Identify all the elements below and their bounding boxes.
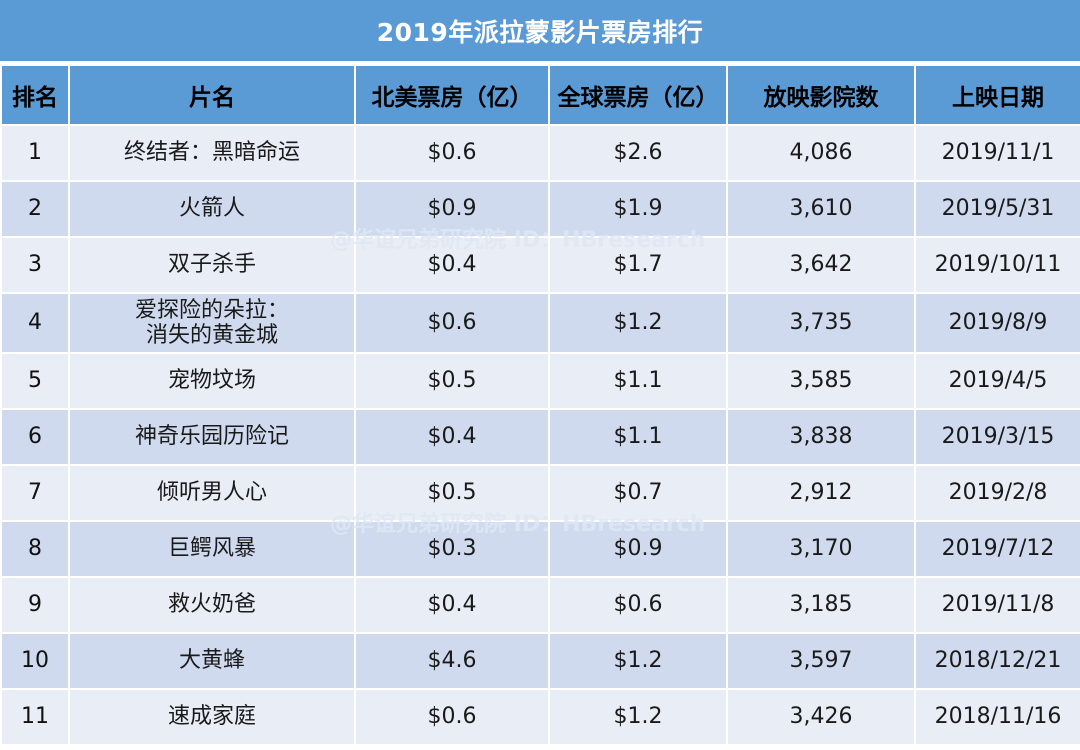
table-row: 7 倾听男人心 $0.5 $0.7 2,912 2019/2/8 xyxy=(0,464,1080,522)
theaters-cell: 3,585 xyxy=(726,352,916,410)
release-date-cell: 2019/7/12 xyxy=(914,520,1080,578)
na-gross-cell: $0.6 xyxy=(354,688,550,746)
theaters-cell: 3,185 xyxy=(726,576,916,634)
table-row: 1 终结者：黑暗命运 $0.6 $2.6 4,086 2019/11/1 xyxy=(0,124,1080,182)
na-gross-cell: $0.4 xyxy=(354,236,550,294)
title-cell: 神奇乐园历险记 xyxy=(68,408,356,466)
release-date-cell: 2019/2/8 xyxy=(914,464,1080,522)
na-gross-cell: $0.4 xyxy=(354,576,550,634)
rank-cell: 4 xyxy=(0,292,70,354)
global-gross-cell: $0.6 xyxy=(548,576,728,634)
title-cell: 爱探险的朵拉： 消失的黄金城 xyxy=(68,292,356,354)
table-row: 8 巨鳄风暴 $0.3 $0.9 3,170 2019/7/12 xyxy=(0,520,1080,578)
table-row: 2 火箭人 $0.9 $1.9 3,610 2019/5/31 xyxy=(0,180,1080,238)
rank-cell: 5 xyxy=(0,352,70,410)
global-gross-cell: $2.6 xyxy=(548,124,728,182)
global-gross-cell: $1.7 xyxy=(548,236,728,294)
rank-cell: 7 xyxy=(0,464,70,522)
theaters-cell: 2,912 xyxy=(726,464,916,522)
global-gross-cell: $1.2 xyxy=(548,688,728,746)
rank-cell: 11 xyxy=(0,688,70,746)
na-gross-cell: $0.5 xyxy=(354,352,550,410)
title-cell: 火箭人 xyxy=(68,180,356,238)
title-line-2: 消失的黄金城 xyxy=(145,323,278,348)
title-cell: 终结者：黑暗命运 xyxy=(68,124,356,182)
column-header-na-gross: 北美票房（亿） xyxy=(354,64,550,126)
global-gross-cell: $1.1 xyxy=(548,352,728,410)
release-date-cell: 2019/4/5 xyxy=(914,352,1080,410)
title-cell: 倾听男人心 xyxy=(68,464,356,522)
na-gross-cell: $0.6 xyxy=(354,292,550,354)
release-date-cell: 2019/11/8 xyxy=(914,576,1080,634)
rank-cell: 8 xyxy=(0,520,70,578)
release-date-cell: 2019/10/11 xyxy=(914,236,1080,294)
theaters-cell: 3,838 xyxy=(726,408,916,466)
rank-cell: 9 xyxy=(0,576,70,634)
global-gross-cell: $1.1 xyxy=(548,408,728,466)
box-office-table: 排名 片名 北美票房（亿） 全球票房（亿） 放映影院数 上映日期 1 终结者：黑… xyxy=(0,64,1080,746)
na-gross-cell: $0.4 xyxy=(354,408,550,466)
release-date-cell: 2019/3/15 xyxy=(914,408,1080,466)
theaters-cell: 3,170 xyxy=(726,520,916,578)
rank-cell: 1 xyxy=(0,124,70,182)
theaters-cell: 3,426 xyxy=(726,688,916,746)
column-header-title: 片名 xyxy=(68,64,356,126)
theaters-cell: 3,610 xyxy=(726,180,916,238)
table-row: 4 爱探险的朵拉： 消失的黄金城 $0.6 $1.2 3,735 2019/8/… xyxy=(0,292,1080,354)
release-date-cell: 2019/11/1 xyxy=(914,124,1080,182)
table-row: 11 速成家庭 $0.6 $1.2 3,426 2018/11/16 xyxy=(0,688,1080,746)
column-header-theaters: 放映影院数 xyxy=(726,64,916,126)
global-gross-cell: $1.9 xyxy=(548,180,728,238)
rank-cell: 3 xyxy=(0,236,70,294)
title-cell: 巨鳄风暴 xyxy=(68,520,356,578)
title-cell: 宠物坟场 xyxy=(68,352,356,410)
table-row: 5 宠物坟场 $0.5 $1.1 3,585 2019/4/5 xyxy=(0,352,1080,410)
title-cell: 大黄蜂 xyxy=(68,632,356,690)
na-gross-cell: $4.6 xyxy=(354,632,550,690)
global-gross-cell: $1.2 xyxy=(548,632,728,690)
na-gross-cell: $0.5 xyxy=(354,464,550,522)
na-gross-cell: $0.9 xyxy=(354,180,550,238)
rank-cell: 10 xyxy=(0,632,70,690)
title-cell: 双子杀手 xyxy=(68,236,356,294)
table-header-row: 排名 片名 北美票房（亿） 全球票房（亿） 放映影院数 上映日期 xyxy=(0,64,1080,126)
table-row: 10 大黄蜂 $4.6 $1.2 3,597 2018/12/21 xyxy=(0,632,1080,690)
rank-cell: 6 xyxy=(0,408,70,466)
release-date-cell: 2018/12/21 xyxy=(914,632,1080,690)
release-date-cell: 2019/5/31 xyxy=(914,180,1080,238)
column-header-global-gross: 全球票房（亿） xyxy=(548,64,728,126)
rank-cell: 2 xyxy=(0,180,70,238)
global-gross-cell: $0.7 xyxy=(548,464,728,522)
global-gross-cell: $0.9 xyxy=(548,520,728,578)
title-cell: 救火奶爸 xyxy=(68,576,356,634)
table-title: 2019年派拉蒙影片票房排行 xyxy=(0,0,1080,64)
theaters-cell: 3,642 xyxy=(726,236,916,294)
column-header-release-date: 上映日期 xyxy=(914,64,1080,126)
theaters-cell: 4,086 xyxy=(726,124,916,182)
release-date-cell: 2018/11/16 xyxy=(914,688,1080,746)
na-gross-cell: $0.6 xyxy=(354,124,550,182)
global-gross-cell: $1.2 xyxy=(548,292,728,354)
title-cell: 速成家庭 xyxy=(68,688,356,746)
na-gross-cell: $0.3 xyxy=(354,520,550,578)
table-row: 3 双子杀手 $0.4 $1.7 3,642 2019/10/11 xyxy=(0,236,1080,294)
theaters-cell: 3,597 xyxy=(726,632,916,690)
table-row: 6 神奇乐园历险记 $0.4 $1.1 3,838 2019/3/15 xyxy=(0,408,1080,466)
title-line-1: 爱探险的朵拉： xyxy=(134,297,289,323)
table-row: 9 救火奶爸 $0.4 $0.6 3,185 2019/11/8 xyxy=(0,576,1080,634)
release-date-cell: 2019/8/9 xyxy=(914,292,1080,354)
theaters-cell: 3,735 xyxy=(726,292,916,354)
column-header-rank: 排名 xyxy=(0,64,70,126)
